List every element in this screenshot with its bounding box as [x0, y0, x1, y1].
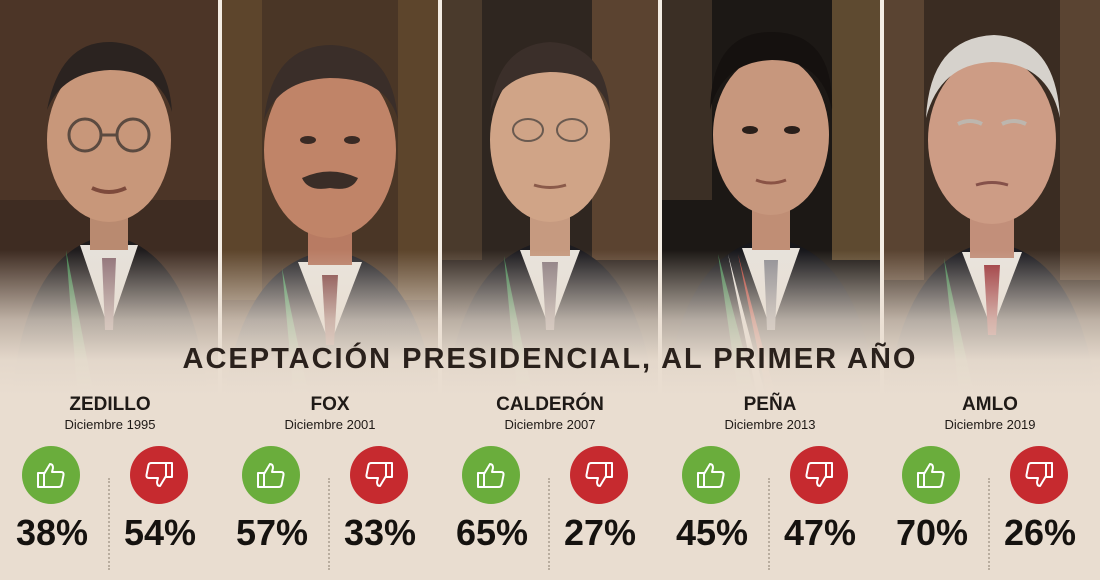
page-title: ACEPTACIÓN PRESIDENCIAL, AL PRIMER AÑO [182, 343, 918, 375]
column-separator [108, 478, 110, 570]
approval-percent: 65% [455, 512, 529, 553]
disapproval-percent: 47% [783, 512, 857, 553]
thumbs-down-icon [130, 446, 188, 504]
column-separator [768, 478, 770, 570]
approval-percent: 38% [15, 512, 89, 553]
president-name: AMLO [962, 394, 1018, 415]
president-name: FOX [310, 394, 350, 415]
thumbs-down-icon [350, 446, 408, 504]
thumbs-up-icon [242, 446, 300, 504]
president-name: CALDERÓN [496, 394, 604, 415]
column-separator [988, 478, 990, 570]
approval-percent: 45% [675, 512, 749, 553]
president-card-zedillo: ZEDILLO Diciembre 1995 38% 54% [0, 392, 220, 580]
president-card-fox: FOX Diciembre 2001 57% 33% [220, 392, 440, 580]
approval-percent: 70% [895, 512, 969, 553]
president-card-pena: PEÑA Diciembre 2013 45% 47% [660, 392, 880, 580]
president-card-amlo: AMLO Diciembre 2019 70% 26% [880, 392, 1100, 580]
survey-date: Diciembre 2001 [284, 417, 376, 432]
column-separator [328, 478, 330, 570]
thumbs-up-icon [682, 446, 740, 504]
survey-date: Diciembre 1995 [64, 417, 156, 432]
thumbs-down-icon [790, 446, 848, 504]
disapproval-percent: 27% [563, 512, 637, 553]
survey-date: Diciembre 2019 [944, 417, 1036, 432]
approval-percent: 57% [235, 512, 309, 553]
president-name: ZEDILLO [69, 394, 151, 415]
president-name: PEÑA [743, 394, 797, 415]
column-separator [548, 478, 550, 570]
thumbs-up-icon [902, 446, 960, 504]
president-card-calderon: CALDERÓN Diciembre 2007 65% 27% [440, 392, 660, 580]
survey-date: Diciembre 2013 [724, 417, 816, 432]
disapproval-percent: 54% [123, 512, 197, 553]
thumbs-up-icon [462, 446, 520, 504]
thumbs-down-icon [570, 446, 628, 504]
thumbs-down-icon [1010, 446, 1068, 504]
disapproval-percent: 33% [343, 512, 417, 553]
survey-date: Diciembre 2007 [504, 417, 596, 432]
disapproval-percent: 26% [1003, 512, 1077, 553]
thumbs-up-icon [22, 446, 80, 504]
